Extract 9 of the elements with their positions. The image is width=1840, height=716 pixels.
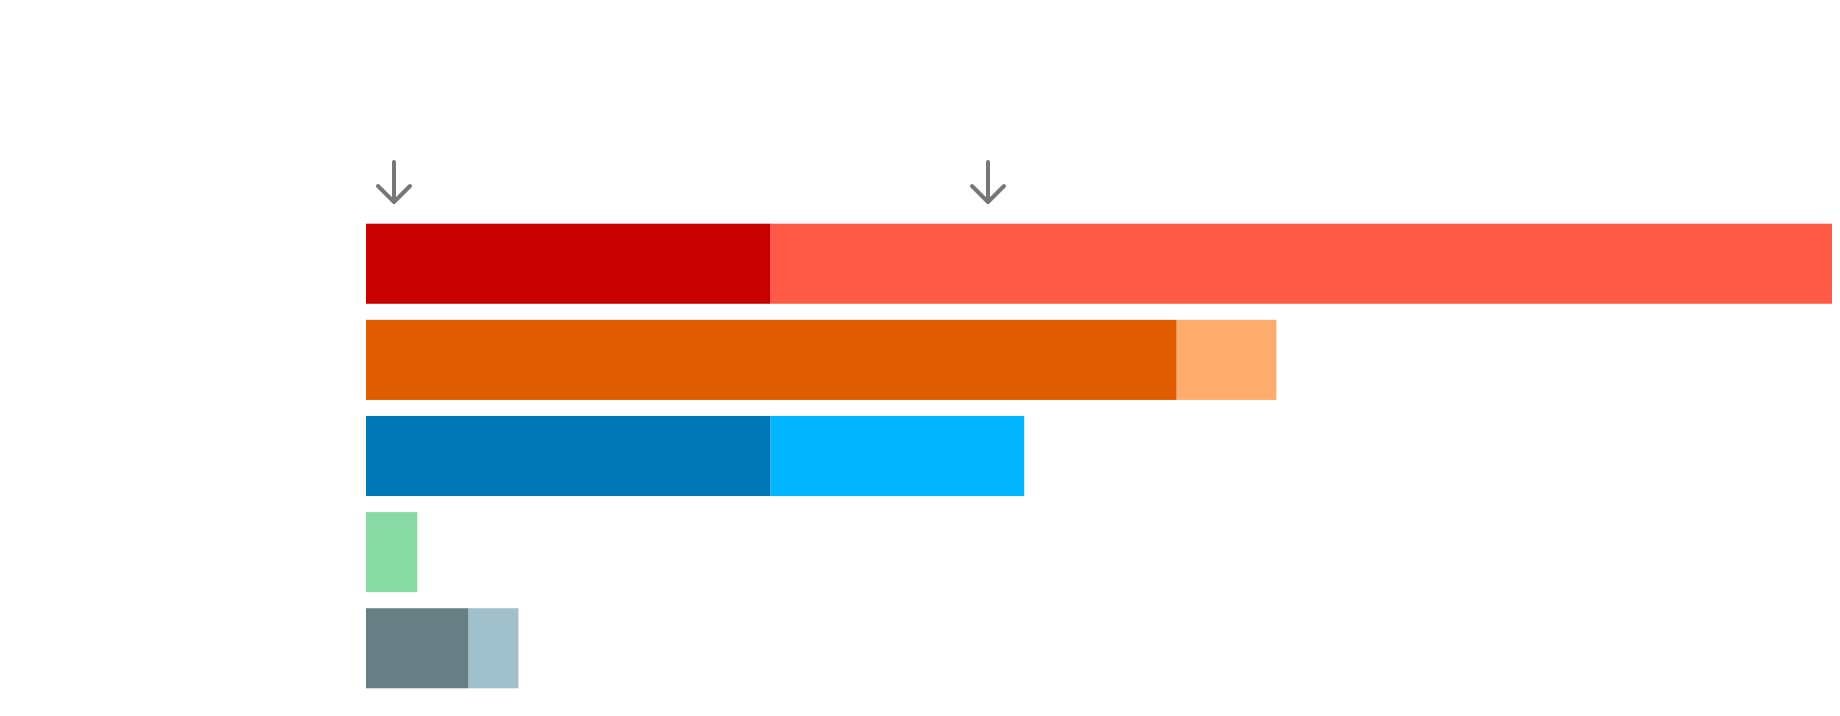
bar: [366, 319, 1177, 400]
bar: [366, 415, 771, 497]
bar: [1176, 319, 1277, 400]
bar: [770, 223, 1832, 304]
bar: [468, 608, 519, 689]
bar: [366, 608, 469, 689]
bar: [770, 415, 1025, 497]
bar: [366, 223, 771, 304]
bar: [366, 512, 418, 593]
